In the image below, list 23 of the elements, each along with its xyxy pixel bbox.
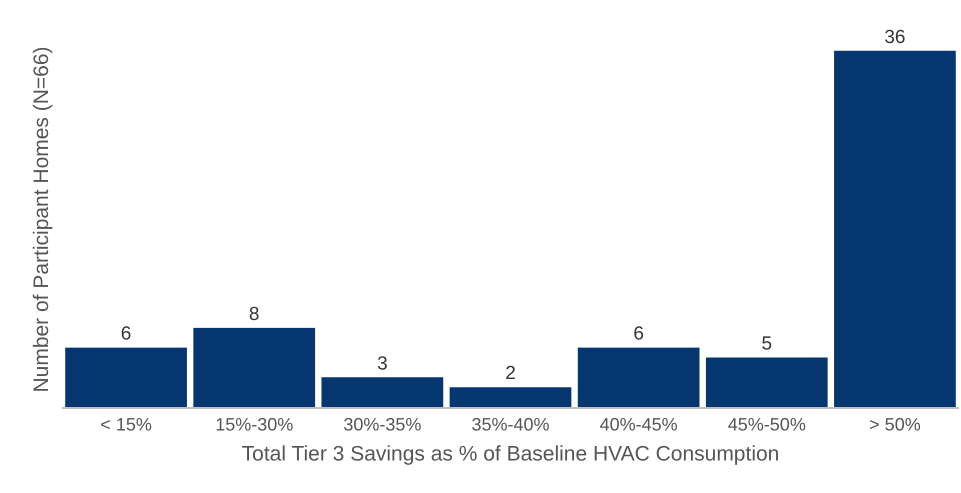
- bar: [65, 348, 187, 407]
- bar: [193, 328, 316, 407]
- data-label: 36: [884, 26, 906, 48]
- x-tick-label: 15%-30%: [215, 414, 294, 435]
- x-tick-label: < 15%: [100, 414, 152, 435]
- data-label: 5: [761, 334, 772, 355]
- x-tick-label: 30%-35%: [343, 414, 422, 435]
- x-axis-title: Total Tier 3 Savings as % of Baseline HVAC Consumption: [242, 442, 780, 466]
- x-tick-label: 35%-40%: [471, 414, 550, 435]
- x-tick-label: 45%-50%: [728, 414, 806, 435]
- data-label: 6: [633, 324, 644, 345]
- data-label: 8: [248, 304, 260, 325]
- data-label: 2: [505, 363, 516, 384]
- x-tick-label: 40%-45%: [600, 414, 678, 435]
- x-tick-label: > 50%: [869, 414, 921, 435]
- data-label: 3: [377, 353, 388, 374]
- bar: [578, 348, 700, 407]
- bar: [834, 50, 956, 407]
- data-label: 6: [120, 324, 132, 345]
- bar: [706, 358, 828, 407]
- bar: [321, 377, 444, 407]
- bar: [450, 387, 572, 407]
- y-axis-title: Number of Participant Homes (N=66): [30, 46, 54, 393]
